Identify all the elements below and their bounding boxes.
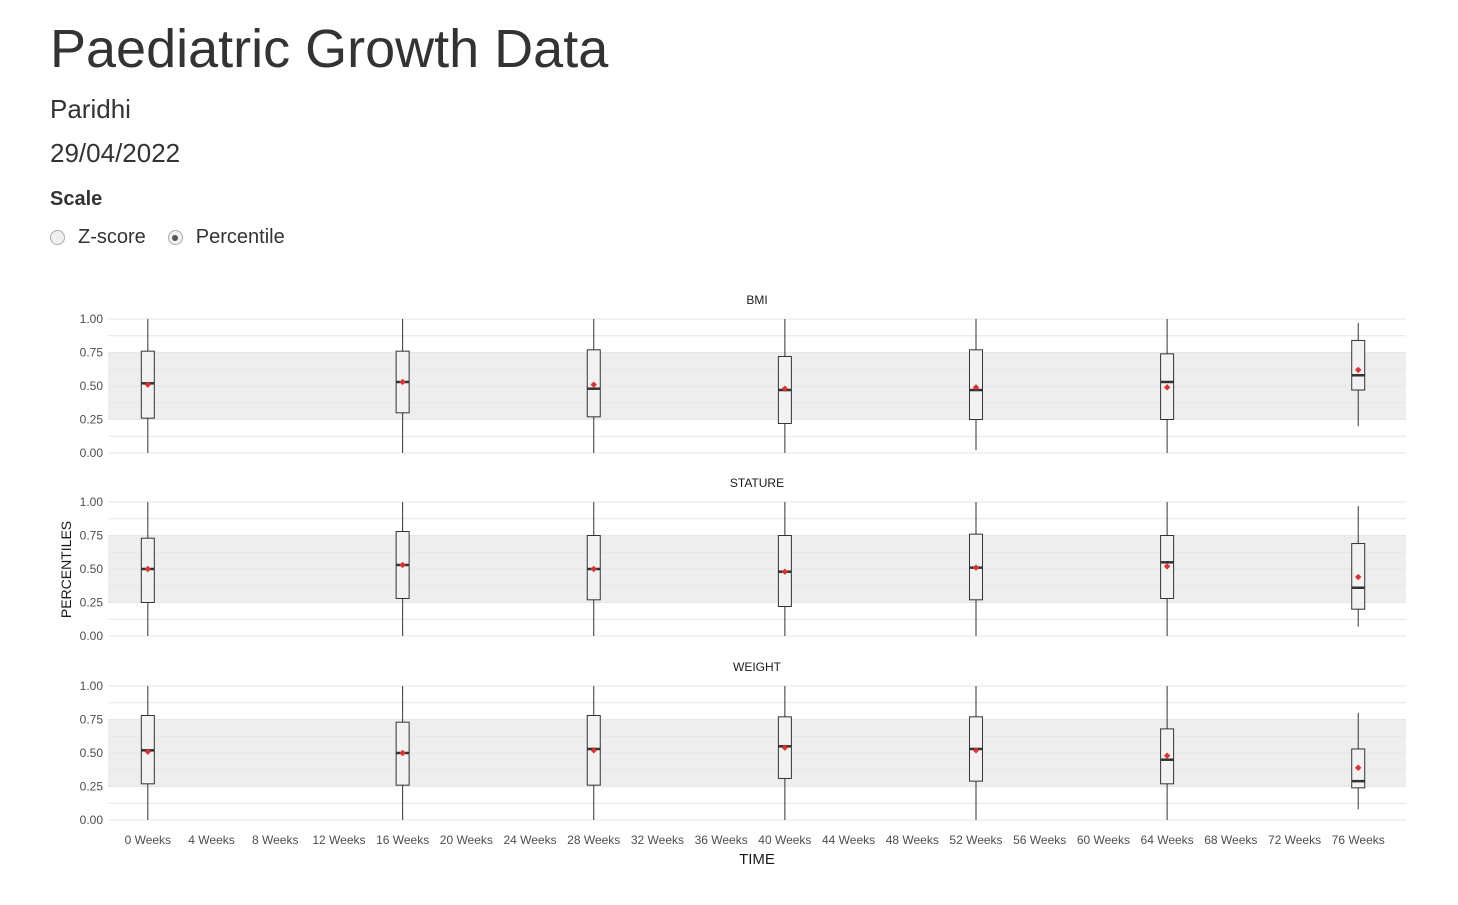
y-tick-label: 0.75 — [80, 713, 104, 727]
y-tick-label: 0.50 — [80, 379, 104, 393]
y-tick-label: 0.25 — [80, 596, 104, 610]
x-tick-label: 24 Weeks — [503, 833, 556, 847]
mean-marker — [399, 378, 406, 386]
x-tick-label: 0 Weeks — [125, 833, 171, 847]
x-tick-label: 20 Weeks — [440, 833, 493, 847]
mean-marker — [590, 565, 597, 573]
box — [1351, 339, 1366, 391]
mean-marker — [781, 385, 789, 392]
x-tick-label: 68 Weeks — [1204, 833, 1257, 847]
zscore-radio-option[interactable]: Z-score — [50, 226, 146, 249]
percentile-radio-label: Percentile — [195, 226, 285, 248]
patient-name: Paridhi — [50, 94, 131, 124]
mean-marker — [972, 384, 980, 391]
panel-title: BMI — [746, 293, 767, 307]
mean-marker — [399, 561, 406, 569]
y-tick-label: 0.25 — [80, 780, 104, 794]
scale-label: Scale — [50, 188, 103, 210]
x-tick-label: 56 Weeks — [1013, 833, 1066, 847]
mean-marker — [144, 381, 152, 388]
panel-title: STATURE — [730, 476, 784, 490]
mean-marker — [590, 381, 597, 388]
x-tick-label: 64 Weeks — [1141, 833, 1194, 847]
zscore-radio-label: Z-score — [78, 226, 146, 248]
mean-marker — [972, 564, 980, 571]
mean-marker — [1355, 366, 1362, 374]
mean-marker — [781, 568, 789, 575]
x-tick-label: 40 Weeks — [758, 833, 811, 847]
x-tick-label: 16 Weeks — [376, 833, 429, 847]
x-tick-label: 44 Weeks — [822, 833, 875, 847]
mean-marker — [144, 565, 152, 573]
y-tick-label: 0.75 — [80, 346, 104, 360]
panel-title: WEIGHT — [733, 660, 782, 674]
y-tick-label: 0.25 — [80, 413, 104, 427]
mean-marker — [972, 747, 980, 754]
page-title: Paediatric Growth Data — [50, 19, 609, 79]
x-axis-title: TIME — [739, 851, 775, 868]
percentile-radio-option[interactable]: Percentile — [167, 226, 285, 249]
y-axis-title: PERCENTILES — [58, 521, 74, 618]
y-tick-label: 0.50 — [80, 746, 104, 760]
percentile-radio-button[interactable] — [167, 230, 183, 245]
x-tick-label: 48 Weeks — [886, 833, 939, 847]
y-tick-label: 0.00 — [80, 629, 104, 643]
y-tick-label: 0.00 — [80, 446, 104, 460]
y-tick-label: 0.50 — [80, 562, 104, 576]
y-tick-label: 1.00 — [80, 312, 104, 326]
y-tick-label: 0.75 — [80, 529, 104, 543]
x-tick-label: 28 Weeks — [567, 833, 620, 847]
x-tick-label: 32 Weeks — [631, 833, 684, 847]
y-tick-label: 0.00 — [80, 813, 104, 827]
mean-marker — [1355, 764, 1362, 771]
x-tick-label: 4 Weeks — [188, 833, 234, 847]
x-tick-label: 60 Weeks — [1077, 833, 1130, 847]
mean-marker — [781, 744, 789, 751]
x-tick-label: 36 Weeks — [695, 833, 748, 847]
report-date: 29/04/2022 — [50, 138, 181, 168]
x-tick-label: 12 Weeks — [312, 833, 365, 847]
mean-marker — [1163, 384, 1171, 391]
x-tick-label: 52 Weeks — [949, 833, 1002, 847]
x-tick-label: 76 Weeks — [1332, 833, 1385, 847]
x-tick-label: 72 Weeks — [1268, 833, 1321, 847]
zscore-radio-button[interactable] — [50, 230, 65, 245]
scale-radio-group: Z-score Percentile — [50, 226, 307, 249]
mean-marker — [399, 749, 406, 757]
x-tick-label: 8 Weeks — [252, 833, 298, 847]
y-tick-label: 1.00 — [80, 495, 104, 509]
y-tick-label: 1.00 — [80, 679, 104, 693]
growth-chart: 0.00 0.25 0.50 0.75 1.00 BMI 0.00 0.25 0.50 0.75 1… — [58, 293, 1406, 868]
